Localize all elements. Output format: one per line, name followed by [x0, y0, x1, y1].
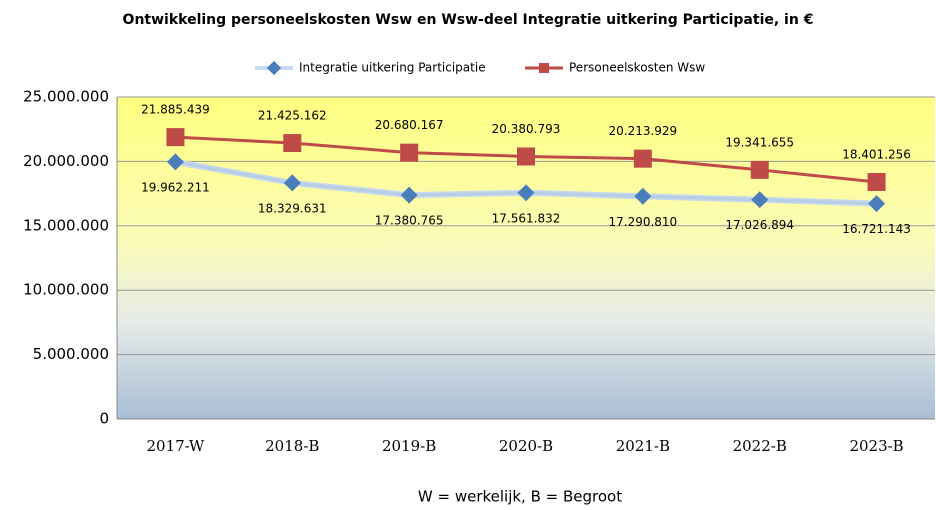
- data-label: 17.026.894: [725, 218, 794, 232]
- x-axis-label: W = werkelijk, B = Begroot: [418, 488, 622, 506]
- point-marker: [867, 172, 886, 191]
- point-marker: [166, 128, 185, 147]
- y-tick-label: 0: [99, 410, 109, 428]
- plot-area: [117, 97, 935, 419]
- chart-title: Ontwikkeling personeelskosten Wsw en Wsw…: [123, 12, 814, 28]
- point-marker: [750, 160, 769, 179]
- data-label: 17.290.810: [608, 215, 677, 229]
- point-marker: [517, 184, 535, 202]
- data-label: 18.329.631: [258, 201, 327, 215]
- y-tick-label: 10.000.000: [23, 281, 109, 299]
- data-label: 21.885.439: [141, 103, 210, 117]
- legend-label: Personeelskosten Wsw: [569, 61, 705, 75]
- legend-label: Integratie uitkering Participatie: [299, 61, 486, 75]
- x-tick-label: 2020-B: [499, 437, 553, 455]
- data-label: 20.213.929: [608, 124, 677, 138]
- data-label: 17.561.832: [492, 211, 561, 225]
- legend-marker: [266, 60, 282, 76]
- point-marker: [400, 186, 418, 204]
- point-marker: [633, 149, 652, 168]
- data-label: 20.680.167: [375, 118, 444, 132]
- x-tick-label: 2018-B: [265, 437, 319, 455]
- point-marker: [634, 187, 652, 205]
- y-tick-label: 15.000.000: [23, 216, 109, 234]
- x-tick-label: 2019-B: [382, 437, 436, 455]
- y-tick-label: 25.000.000: [23, 88, 109, 106]
- data-label: 17.380.765: [375, 214, 444, 228]
- y-tick-label: 20.000.000: [23, 152, 109, 170]
- data-label: 21.425.162: [258, 109, 327, 123]
- point-marker: [751, 191, 769, 209]
- x-tick-label: 2021-B: [616, 437, 670, 455]
- data-label: 19.962.211: [141, 180, 210, 194]
- x-tick-label: 2017-W: [147, 437, 205, 455]
- point-marker: [517, 147, 535, 166]
- legend-marker: [539, 63, 549, 73]
- point-marker: [166, 153, 184, 171]
- x-tick-label: 2022-B: [733, 437, 787, 455]
- data-label: 16.721.143: [842, 222, 911, 236]
- data-label: 20.380.793: [492, 122, 561, 136]
- point-marker: [283, 134, 302, 153]
- point-marker: [283, 174, 301, 192]
- point-marker: [400, 143, 419, 162]
- y-tick-label: 5.000.000: [33, 345, 109, 363]
- data-label: 19.341.655: [725, 135, 794, 149]
- data-label: 18.401.256: [842, 147, 911, 161]
- x-tick-label: 2023-B: [849, 437, 903, 455]
- point-marker: [868, 195, 886, 213]
